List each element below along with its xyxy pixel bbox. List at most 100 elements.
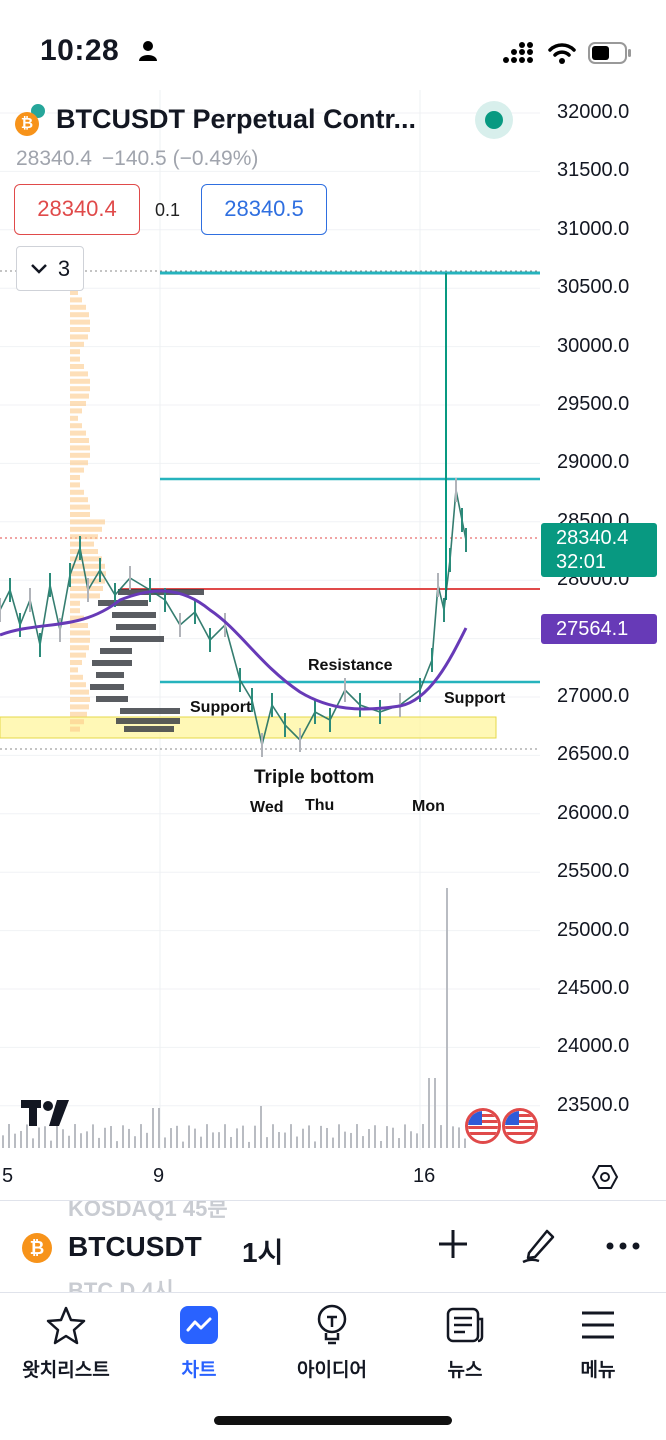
lightbulb-icon bbox=[317, 1304, 347, 1345]
bitcoin-icon: ₿ bbox=[22, 1233, 52, 1263]
volume-bar bbox=[422, 1124, 424, 1148]
drawing-tool-icon[interactable] bbox=[519, 1225, 559, 1265]
volume-bar bbox=[386, 1126, 388, 1148]
nav-label: 아이디어 bbox=[297, 1360, 367, 1381]
divider bbox=[0, 1200, 666, 1201]
volume-bar bbox=[86, 1131, 88, 1148]
volume-bar bbox=[200, 1136, 202, 1148]
nav-menu[interactable]: 메뉴 bbox=[538, 1303, 658, 1382]
volume-profile-bar bbox=[70, 593, 100, 599]
volume-profile-bar bbox=[116, 718, 180, 724]
us-event-flag-icon[interactable] bbox=[502, 1108, 538, 1144]
volume-profile-bar bbox=[98, 600, 148, 606]
volume-profile-bar bbox=[70, 356, 80, 362]
us-event-flag-icon[interactable] bbox=[465, 1108, 501, 1144]
price-axis-label: 26000.0 bbox=[557, 801, 630, 824]
volume-profile-bar bbox=[112, 612, 156, 618]
volume-profile-bar bbox=[96, 696, 128, 702]
volume-profile-bar bbox=[70, 489, 84, 495]
volume-profile-bar bbox=[70, 312, 89, 318]
volume-bar bbox=[452, 1126, 454, 1148]
volume-profile-bar bbox=[70, 711, 87, 717]
cellular-signal-icon bbox=[503, 42, 533, 63]
volume-bar bbox=[458, 1127, 460, 1148]
spread-value: 0.1 bbox=[155, 200, 181, 220]
price-change: −140.5 (−0.49%) bbox=[101, 147, 259, 170]
volume-bar bbox=[170, 1128, 172, 1148]
volume-bar bbox=[314, 1141, 316, 1148]
interval-selector[interactable]: 1시 bbox=[242, 1237, 284, 1268]
star-icon bbox=[46, 1306, 86, 1345]
plus-icon[interactable] bbox=[436, 1227, 470, 1261]
volume-bar bbox=[398, 1138, 400, 1148]
market-status-indicator[interactable] bbox=[475, 101, 513, 139]
bitcoin-icon: ₿ bbox=[15, 112, 39, 136]
symbol-selector[interactable]: BTCUSDT bbox=[68, 1231, 202, 1262]
volume-profile-bar bbox=[70, 608, 80, 614]
volume-bar bbox=[308, 1125, 310, 1148]
volume-profile-bar bbox=[70, 290, 78, 295]
volume-bar bbox=[254, 1125, 256, 1148]
volume-bar bbox=[56, 1125, 58, 1148]
volume-profile-bar bbox=[70, 304, 86, 310]
status-bar: 10:28 bbox=[0, 0, 666, 90]
volume-bar bbox=[68, 1135, 70, 1148]
volume-bar bbox=[14, 1133, 16, 1148]
volume-profile-bar bbox=[110, 636, 164, 642]
volume-profile-bar bbox=[70, 586, 103, 591]
battery-icon bbox=[588, 42, 631, 64]
nav-chart[interactable]: 차트 bbox=[139, 1303, 259, 1382]
chart-settings-icon[interactable] bbox=[591, 1163, 619, 1191]
volume-profile-bar bbox=[100, 648, 132, 654]
price-axis-label: 25000.0 bbox=[557, 918, 630, 941]
symbol-toolbar: KOSDAQ1 45분 BTC.D 4시 ₿ BTCUSDT 1시 bbox=[0, 1201, 666, 1293]
volume-bar bbox=[242, 1125, 244, 1148]
volume-profile-bar bbox=[70, 371, 88, 377]
price-axis-label: 32000.0 bbox=[557, 101, 630, 123]
price-axis-label: 26500.0 bbox=[557, 743, 630, 766]
indicators-collapse-button[interactable]: 3 bbox=[16, 246, 84, 291]
volume-profile-bar bbox=[116, 624, 156, 630]
volume-profile-bar bbox=[70, 637, 90, 643]
sell-button[interactable]: 28340.4 bbox=[14, 184, 140, 235]
nav-watchlist[interactable]: 왓치리스트 bbox=[6, 1303, 126, 1382]
volume-profile-bar bbox=[70, 674, 83, 680]
day-label-mon: Mon bbox=[412, 798, 445, 815]
volume-bar bbox=[110, 1126, 112, 1148]
volume-profile-bar bbox=[70, 541, 94, 547]
nav-news[interactable]: 뉴스 bbox=[405, 1303, 525, 1382]
volume-profile-bar bbox=[70, 430, 86, 436]
price-chart[interactable] bbox=[0, 90, 666, 1200]
volume-bar bbox=[446, 888, 448, 1148]
volume-profile-bar bbox=[70, 726, 80, 732]
volume-profile-bar bbox=[70, 497, 88, 503]
volume-profile-bar bbox=[70, 600, 80, 606]
volume-bar bbox=[344, 1131, 346, 1148]
volume-profile-bar bbox=[70, 401, 86, 406]
buy-button[interactable]: 28340.5 bbox=[201, 184, 327, 235]
chart-canvas[interactable] bbox=[0, 90, 666, 1200]
more-options-icon[interactable] bbox=[605, 1241, 641, 1251]
volume-bar bbox=[176, 1125, 178, 1148]
volume-profile-bar bbox=[70, 415, 78, 421]
time-axis-label: 9 bbox=[153, 1165, 165, 1187]
nav-ideas[interactable]: 아이디어 bbox=[272, 1303, 392, 1382]
volume-bar bbox=[368, 1129, 370, 1148]
price-axis-label: 24000.0 bbox=[557, 1035, 630, 1058]
volume-bar bbox=[434, 1078, 436, 1148]
volume-bar bbox=[392, 1127, 394, 1148]
volume-bar bbox=[440, 1125, 442, 1148]
volume-bar bbox=[62, 1129, 64, 1148]
volume-bar bbox=[92, 1124, 94, 1148]
volume-bar bbox=[20, 1130, 22, 1148]
nav-label: 왓치리스트 bbox=[22, 1360, 110, 1381]
volume-profile-bar bbox=[70, 297, 82, 303]
volume-bar bbox=[26, 1124, 28, 1148]
volume-profile-bar bbox=[70, 534, 98, 540]
volume-profile-bar bbox=[70, 452, 90, 458]
symbol-title[interactable]: BTCUSDT Perpetual Contr... bbox=[56, 104, 417, 134]
day-label-thu: Thu bbox=[305, 797, 335, 814]
time-axis-label: 16 bbox=[413, 1165, 436, 1187]
volume-bar bbox=[296, 1136, 298, 1148]
live-dot-icon bbox=[485, 111, 503, 129]
